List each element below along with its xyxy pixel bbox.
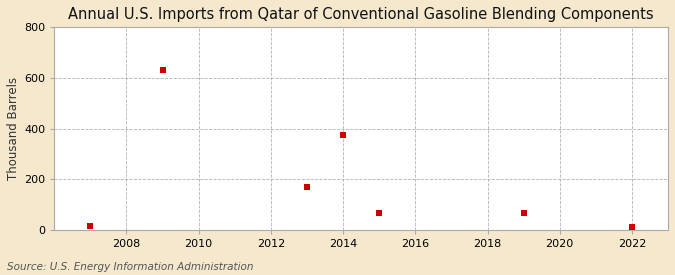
Point (302, 185, 313, 189)
Title: Annual U.S. Imports from Qatar of Conventional Gasoline Blending Components: Annual U.S. Imports from Qatar of Conven… (68, 7, 654, 22)
Point (626, 225, 637, 229)
Text: Source: U.S. Energy Information Administration: Source: U.S. Energy Information Administ… (7, 262, 253, 272)
Point (157, 68, 168, 73)
Y-axis label: Thousand Barrels: Thousand Barrels (7, 77, 20, 180)
Point (85, 224, 96, 228)
Point (518, 211, 529, 216)
Point (374, 211, 385, 216)
Point (338, 133, 348, 137)
